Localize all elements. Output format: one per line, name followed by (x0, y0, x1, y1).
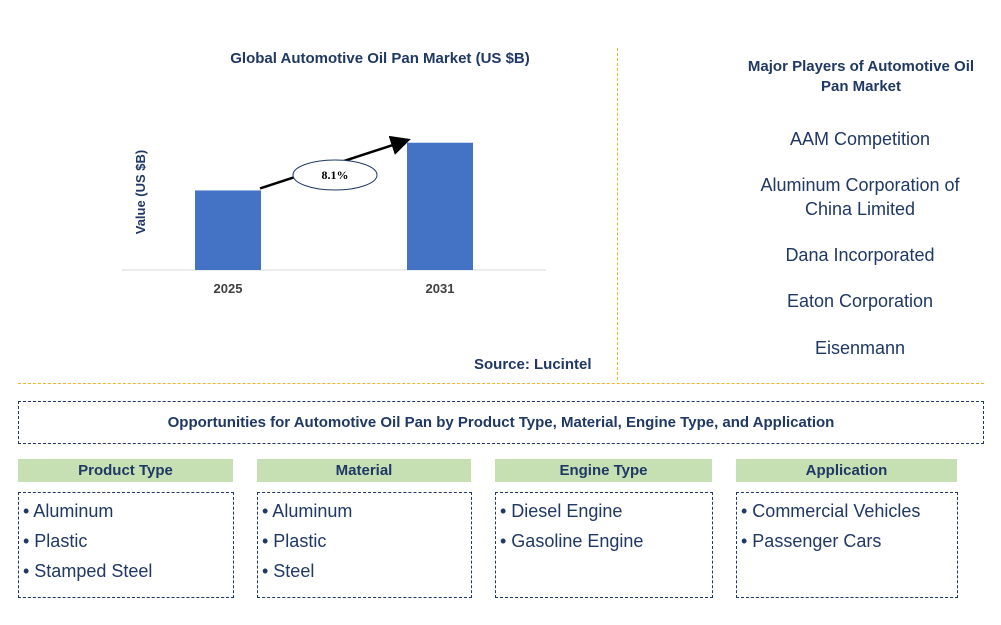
players-title: Major Players of Automotive Oil Pan Mark… (747, 58, 975, 95)
category-header-engine-type: Engine Type (495, 459, 712, 482)
opportunities-title-box: Opportunities for Automotive Oil Pan by … (18, 401, 984, 444)
list-item: • Commercial Vehicles (741, 501, 921, 521)
cagr-label: 8.1% (322, 168, 349, 182)
list-item: • Plastic (23, 531, 88, 551)
y-axis-label: Value (US $B) (133, 150, 148, 235)
player-item: Aluminum Corporation of China Limited (760, 175, 960, 219)
cagr-ellipse (292, 159, 378, 191)
x-tick-2031: 2031 (426, 281, 455, 296)
opportunities-title: Opportunities for Automotive Oil Pan by … (167, 414, 835, 431)
category-header-material: Material (257, 459, 471, 482)
list-item: • Passenger Cars (741, 531, 882, 551)
list-item: • Diesel Engine (500, 501, 623, 521)
list-item: • Stamped Steel (23, 561, 153, 581)
category-list-engine-type: • Diesel Engine • Gasoline Engine (495, 492, 713, 598)
chart-title: Global Automotive Oil Pan Market (US $B) (230, 50, 530, 67)
category-list-product-type: • Aluminum • Plastic • Stamped Steel (18, 492, 234, 598)
bar-chart: Value (US $B) 8.1% 2025 2031 (122, 135, 546, 296)
list-item: • Plastic (262, 531, 327, 551)
list-item: • Aluminum (23, 501, 114, 521)
vertical-divider (617, 48, 618, 380)
horizontal-divider (18, 383, 984, 384)
player-item: Eisenmann (814, 338, 906, 358)
category-list-material: • Aluminum • Plastic • Steel (257, 492, 472, 598)
player-item: Eaton Corporation (786, 291, 934, 311)
player-item: AAM Competition (789, 129, 931, 149)
bar-2031 (407, 142, 473, 270)
x-tick-2025: 2025 (214, 281, 243, 296)
category-list-application: • Commercial Vehicles • Passenger Cars (736, 492, 958, 598)
list-item: • Steel (262, 561, 315, 581)
player-item: Dana Incorporated (785, 245, 935, 265)
source-label: Source: Lucintel (474, 356, 592, 373)
bar-2025 (195, 190, 261, 270)
category-header-product-type: Product Type (18, 459, 233, 482)
category-header-application: Application (736, 459, 957, 482)
list-item: • Aluminum (262, 501, 353, 521)
list-item: • Gasoline Engine (500, 531, 644, 551)
